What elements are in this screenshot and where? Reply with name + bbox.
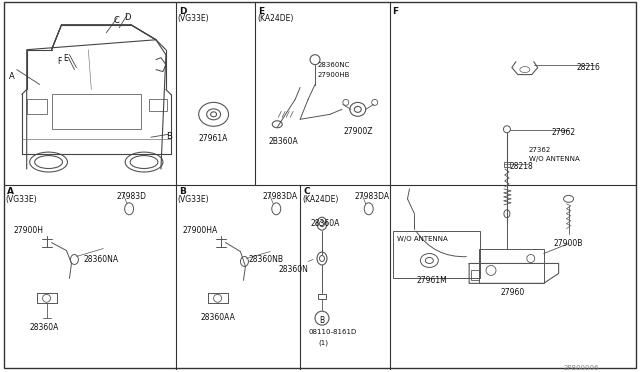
Text: 27900B: 27900B — [554, 238, 583, 248]
Circle shape — [315, 311, 329, 325]
Bar — [149, 99, 167, 111]
Text: (KA24DE): (KA24DE) — [302, 195, 339, 204]
Text: C: C — [303, 187, 310, 196]
Text: D: D — [179, 7, 186, 16]
Text: F: F — [58, 57, 62, 66]
Circle shape — [310, 55, 320, 65]
Bar — [52, 94, 141, 129]
Text: 28360NA: 28360NA — [83, 254, 118, 263]
Text: 08110-8161D: 08110-8161D — [308, 329, 356, 335]
Text: 27960: 27960 — [501, 288, 525, 297]
Circle shape — [214, 294, 221, 302]
Text: 28360A: 28360A — [310, 219, 339, 228]
Text: 2P800006: 2P800006 — [564, 365, 599, 371]
Circle shape — [486, 266, 496, 275]
Text: 28218: 28218 — [510, 162, 534, 171]
Text: W/O ANTENNA: W/O ANTENNA — [397, 235, 447, 242]
Circle shape — [504, 126, 510, 133]
Text: B: B — [166, 132, 172, 141]
Text: (KA24DE): (KA24DE) — [257, 14, 294, 23]
Circle shape — [372, 99, 378, 105]
Bar — [392, 231, 480, 278]
Text: A: A — [9, 71, 15, 81]
Text: 27900Z: 27900Z — [344, 127, 373, 136]
Text: 27900HB: 27900HB — [317, 71, 349, 78]
Text: 27900HA: 27900HA — [183, 226, 218, 235]
Circle shape — [43, 294, 51, 302]
Text: B: B — [319, 315, 324, 325]
Text: 28360A: 28360A — [29, 323, 59, 332]
Bar — [504, 162, 510, 167]
Text: 27900H: 27900H — [14, 226, 44, 235]
Text: C: C — [113, 16, 119, 25]
Text: F: F — [392, 7, 399, 16]
Text: 28360AA: 28360AA — [201, 313, 236, 322]
Text: B: B — [179, 187, 186, 196]
Text: 27962: 27962 — [552, 128, 576, 137]
Text: E: E — [259, 7, 264, 16]
Text: A: A — [7, 187, 14, 196]
Text: 28360N: 28360N — [278, 266, 308, 275]
Circle shape — [527, 254, 535, 263]
Text: 27961M: 27961M — [417, 276, 447, 285]
Text: 27983D: 27983D — [116, 192, 146, 201]
Bar — [27, 99, 47, 114]
Text: 28360NC: 28360NC — [317, 62, 349, 68]
Text: 27362: 27362 — [529, 147, 551, 153]
Circle shape — [343, 99, 349, 105]
Text: 27983DA: 27983DA — [262, 192, 298, 201]
Bar — [318, 294, 326, 299]
Text: (VG33E): (VG33E) — [178, 14, 209, 23]
Text: E: E — [63, 54, 68, 63]
Text: D: D — [124, 13, 131, 22]
Text: 2B360A: 2B360A — [268, 137, 298, 146]
Bar — [471, 270, 479, 280]
Text: (VG33E): (VG33E) — [178, 195, 209, 204]
Text: 28216: 28216 — [577, 62, 600, 72]
Text: W/O ANTENNA: W/O ANTENNA — [529, 156, 580, 162]
Text: (VG33E): (VG33E) — [6, 195, 38, 204]
Bar — [479, 248, 544, 283]
Text: 27983DA: 27983DA — [355, 192, 390, 201]
Text: 27961A: 27961A — [198, 134, 228, 143]
Text: 28360NB: 28360NB — [248, 254, 284, 263]
Text: (1): (1) — [318, 339, 328, 346]
